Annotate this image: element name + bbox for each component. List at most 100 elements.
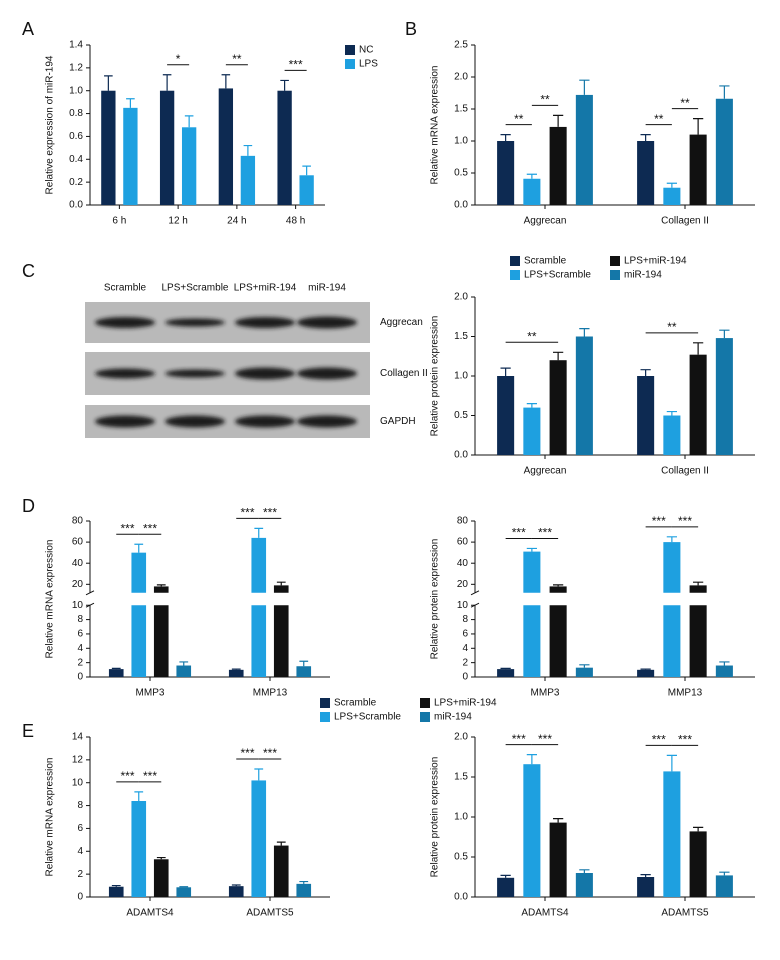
x-tick-label: MMP13	[668, 688, 703, 699]
y-tick-label: 0.0	[454, 200, 468, 211]
y-axis-title: Relative protein expression	[430, 316, 441, 437]
bar	[131, 552, 147, 593]
y-tick-label: 80	[457, 516, 469, 527]
y-tick-label: 8	[462, 614, 468, 625]
x-tick-label: 48 h	[286, 216, 305, 227]
lane-label: LPS+miR-194	[234, 283, 297, 294]
error-bar	[693, 342, 704, 355]
legend-swatch	[610, 270, 620, 280]
error-bar	[719, 329, 730, 339]
y-tick-label: 10	[457, 600, 469, 611]
y-tick-label: 0.5	[454, 168, 468, 179]
y-tick-label: 0	[77, 672, 83, 683]
bar	[296, 883, 312, 897]
error-bar	[666, 754, 677, 772]
error-bar	[299, 880, 309, 884]
y-tick-label: 4	[462, 643, 468, 654]
y-tick-label: 1.5	[454, 331, 468, 342]
y-tick-label: 40	[457, 558, 469, 569]
x-tick-label: MMP3	[531, 688, 560, 699]
lane-label: LPS+Scramble	[162, 283, 229, 294]
bar	[228, 886, 244, 897]
bar	[123, 107, 138, 205]
bar	[299, 175, 314, 205]
y-tick-label: 20	[457, 579, 469, 590]
bar	[663, 415, 681, 455]
bar	[108, 669, 124, 677]
error-bar	[302, 165, 311, 176]
error-bar	[579, 664, 590, 668]
error-bar	[276, 841, 286, 846]
blot-row-label: Aggrecan	[380, 317, 423, 328]
significance-label: ***	[263, 506, 277, 520]
x-tick-label: Aggrecan	[524, 466, 567, 477]
error-bar	[553, 584, 564, 587]
significance-label: ***	[652, 514, 666, 528]
y-tick-label: 14	[72, 732, 84, 743]
error-bar	[640, 134, 651, 141]
y-tick-label: 4	[77, 643, 83, 654]
y-tick-label: 2	[77, 869, 83, 880]
error-bar	[156, 856, 166, 860]
significance-label: ***	[120, 769, 134, 783]
bar	[663, 542, 681, 593]
error-bar	[526, 754, 537, 765]
error-bar	[184, 115, 194, 128]
bar	[131, 801, 147, 897]
legend-swatch	[345, 59, 355, 69]
significance-label: **	[654, 112, 664, 126]
error-bar	[111, 884, 121, 887]
blot-band	[235, 317, 295, 328]
y-tick-label: 6	[77, 629, 83, 640]
legend-swatch	[320, 698, 330, 708]
significance-label: *	[176, 52, 181, 66]
bar	[153, 859, 169, 897]
y-tick-label: 2.0	[454, 732, 468, 743]
significance-label: ***	[263, 746, 277, 760]
error-bar	[719, 661, 730, 666]
legend-label: LPS	[359, 59, 378, 70]
error-bar	[579, 869, 590, 873]
error-bar	[640, 668, 651, 670]
y-tick-label: 1.0	[454, 812, 468, 823]
error-bar	[179, 886, 189, 888]
bar	[181, 127, 197, 205]
bar	[575, 667, 593, 677]
legend-label: LPS+Scramble	[524, 270, 591, 281]
bar	[549, 822, 567, 897]
bar	[159, 90, 175, 205]
y-tick-label: 1.4	[69, 40, 83, 51]
blot-row-label: Collagen II	[380, 368, 428, 379]
bar	[663, 605, 681, 677]
y-tick-label: 40	[72, 558, 84, 569]
bar	[715, 98, 733, 205]
y-axis-title: Relative protein expression	[430, 757, 441, 878]
significance-label: ***	[289, 58, 303, 72]
significance-label: ***	[240, 506, 254, 520]
bar	[101, 90, 116, 205]
y-tick-label: 1.0	[69, 85, 83, 96]
y-tick-label: 0.4	[69, 154, 83, 165]
bar	[637, 877, 655, 897]
error-bar	[553, 351, 564, 361]
error-bar	[280, 79, 289, 91]
error-bar	[693, 826, 704, 832]
blot-band	[95, 317, 155, 328]
bar	[523, 764, 541, 897]
y-axis-title: Relative mRNA expression	[430, 66, 441, 185]
error-bar	[526, 547, 537, 552]
y-tick-label: 2	[462, 657, 468, 668]
y-tick-label: 1.2	[69, 62, 83, 73]
bar	[273, 605, 289, 677]
significance-label: ***	[120, 521, 134, 535]
bar	[273, 845, 289, 897]
x-tick-label: Aggrecan	[524, 216, 567, 227]
blot-band	[165, 369, 225, 378]
blot-band	[235, 415, 295, 428]
panel-label: B	[405, 19, 417, 39]
x-tick-label: 6 h	[112, 216, 126, 227]
blot-band	[235, 367, 295, 380]
error-bar	[299, 660, 309, 667]
y-tick-label: 6	[77, 823, 83, 834]
bar	[637, 141, 655, 205]
